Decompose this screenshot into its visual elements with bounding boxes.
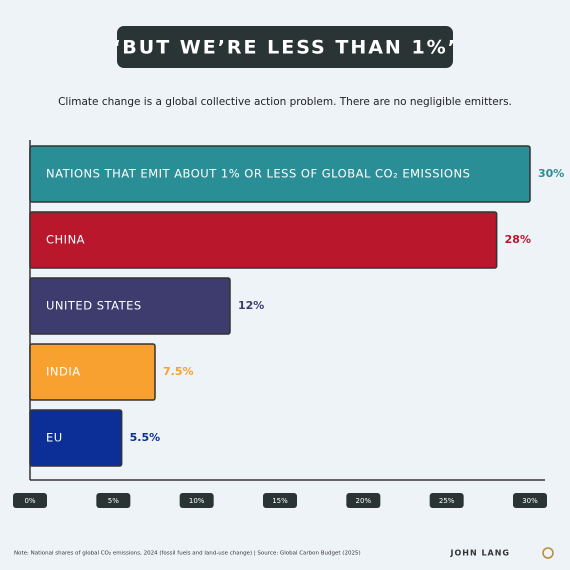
bar [29, 343, 156, 401]
footnote: Note: National shares of global CO₂ emis… [14, 551, 361, 557]
bar [29, 145, 531, 203]
x-tick-label: 15% [272, 497, 288, 505]
value-label: 30% [538, 167, 564, 180]
chart-title: ‘BUT WE’RE LESS THAN 1%’ [113, 37, 457, 59]
author: JOHN LANG [449, 549, 510, 558]
chart-subtitle: Climate change is a global collective ac… [58, 96, 512, 108]
x-tick-pill [429, 493, 464, 508]
x-tick-label: 25% [439, 497, 455, 505]
x-tick-label: 20% [356, 497, 372, 505]
bar [29, 277, 231, 335]
value-label: 7.5% [163, 365, 194, 378]
bar-label: CHINA [46, 233, 85, 247]
bar-label: UNITED STATES [46, 299, 142, 313]
x-tick-pill [346, 493, 381, 508]
bar [29, 409, 123, 467]
value-label: 5.5% [130, 431, 161, 444]
x-tick-pill [13, 493, 47, 508]
bar-label: INDIA [46, 365, 81, 379]
bar-label: EU [46, 431, 63, 445]
x-tick-pill [513, 493, 547, 508]
x-tick-pill [179, 493, 214, 508]
x-tick-pill [96, 493, 131, 508]
author-logo [542, 547, 554, 559]
bar [29, 211, 498, 269]
bar-label: NATIONS THAT EMIT ABOUT 1% OR LESS OF GL… [46, 167, 470, 181]
x-tick-label: 5% [108, 497, 119, 505]
title-pill [117, 26, 453, 68]
x-tick-label: 0% [24, 497, 35, 505]
x-tick-label: 10% [189, 497, 205, 505]
value-label: 12% [238, 299, 264, 312]
x-tick-pill [263, 493, 297, 508]
x-tick-label: 30% [522, 497, 538, 505]
value-label: 28% [505, 233, 531, 246]
